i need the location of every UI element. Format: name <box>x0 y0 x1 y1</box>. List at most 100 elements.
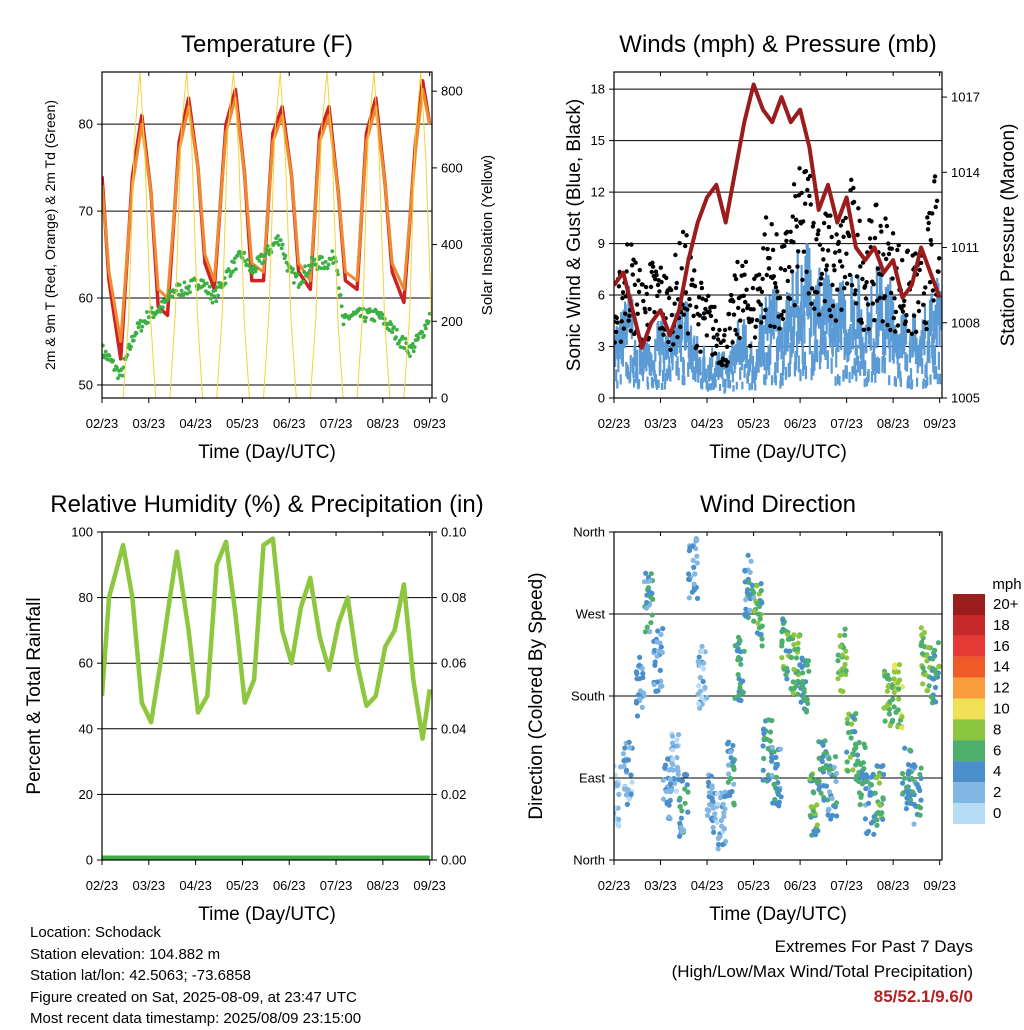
legend-swatch <box>953 740 985 762</box>
dewpoint-point <box>234 267 238 271</box>
x-tick-label: 05/23 <box>737 416 770 431</box>
direction-point <box>672 780 678 787</box>
wind-point <box>889 277 892 322</box>
gust-point <box>713 318 719 324</box>
direction-point <box>704 807 710 813</box>
direction-point <box>731 781 737 787</box>
wind-point <box>742 339 745 363</box>
gust-point <box>819 276 824 281</box>
wind-point <box>710 382 713 391</box>
wind-point <box>764 296 767 335</box>
direction-point <box>921 629 928 636</box>
gust-point <box>774 232 779 237</box>
direction-point <box>737 637 743 644</box>
wind-point <box>653 369 656 382</box>
wind-point <box>706 380 709 389</box>
wind-point <box>659 355 662 373</box>
y-tick-label: 60 <box>79 291 93 306</box>
gust-point <box>932 179 937 184</box>
direction-point <box>905 762 912 768</box>
wind-point <box>799 369 802 382</box>
gust-point <box>821 220 827 226</box>
wind-point <box>911 332 914 358</box>
wind-point <box>648 347 651 368</box>
direction-point <box>621 763 627 770</box>
direction-point <box>666 814 672 820</box>
direction-point <box>779 638 785 644</box>
x-tick-label: 02/23 <box>598 416 631 431</box>
direction-point <box>904 795 910 801</box>
gust-point <box>752 335 758 340</box>
dewpoint-point <box>410 345 414 350</box>
gust-point <box>851 199 857 205</box>
gust-point <box>815 232 820 237</box>
dewpoint-point <box>103 349 108 354</box>
gust-point <box>933 204 938 210</box>
direction-point <box>637 654 643 661</box>
direction-point <box>644 624 650 630</box>
gust-point <box>759 289 765 294</box>
direction-point <box>833 800 840 806</box>
direction-point <box>658 631 664 638</box>
x-tick-label: 04/23 <box>691 416 724 431</box>
gust-point <box>801 249 806 254</box>
y-tick-label: 6 <box>598 288 605 303</box>
y-tick-label: 20 <box>79 787 93 802</box>
direction-point <box>757 616 763 622</box>
direction-point <box>845 768 851 774</box>
direction-point <box>810 808 817 814</box>
direction-point <box>932 647 938 653</box>
wind-point <box>825 271 828 318</box>
gust-point <box>937 256 942 261</box>
direction-point <box>702 684 708 691</box>
direction-point <box>720 842 726 848</box>
gust-point <box>685 331 691 336</box>
wind-point <box>639 358 642 375</box>
wind-point <box>888 340 891 363</box>
wind-point <box>646 376 649 387</box>
wind-point <box>625 313 628 346</box>
legend-swatch <box>953 614 985 636</box>
gust-point <box>696 295 702 300</box>
dewpoint-point <box>246 257 250 262</box>
direction-point <box>911 821 917 827</box>
gust-point <box>642 306 647 311</box>
direction-point <box>666 767 672 773</box>
direction-point <box>677 803 683 810</box>
wind-point <box>909 333 912 359</box>
gust-point <box>766 266 772 271</box>
legend-label: 20+ <box>993 596 1019 613</box>
gust-point <box>837 248 842 254</box>
wind-point <box>701 371 704 383</box>
dewpoint-point <box>158 305 162 309</box>
direction-point <box>700 666 707 672</box>
gust-point <box>872 318 877 323</box>
direction-point <box>847 754 854 760</box>
y2-tick-label: 1005 <box>951 391 980 406</box>
direction-point <box>844 749 850 755</box>
gust-point <box>784 229 790 235</box>
direction-point <box>628 772 634 778</box>
direction-point <box>694 537 700 543</box>
direction-point <box>892 669 898 675</box>
wind-point <box>729 380 732 389</box>
dewpoint-point <box>339 304 344 309</box>
direction-point <box>923 672 929 678</box>
direction-point <box>684 772 690 778</box>
gust-point <box>921 302 926 307</box>
gust-point <box>853 288 858 293</box>
direction-point <box>848 735 854 741</box>
gust-point <box>618 339 624 344</box>
direction-point <box>678 815 685 821</box>
wind-point <box>691 348 694 368</box>
wind-point <box>768 295 771 334</box>
direction-point <box>825 812 831 818</box>
gust-point <box>900 309 906 314</box>
wind-point <box>764 375 767 386</box>
gust-point <box>760 276 765 282</box>
extremes-heading: Extremes For Past 7 Days <box>774 937 973 956</box>
gust-point <box>797 166 802 171</box>
gust-point <box>921 291 927 296</box>
direction-point <box>822 765 828 771</box>
gust-point <box>697 313 702 318</box>
